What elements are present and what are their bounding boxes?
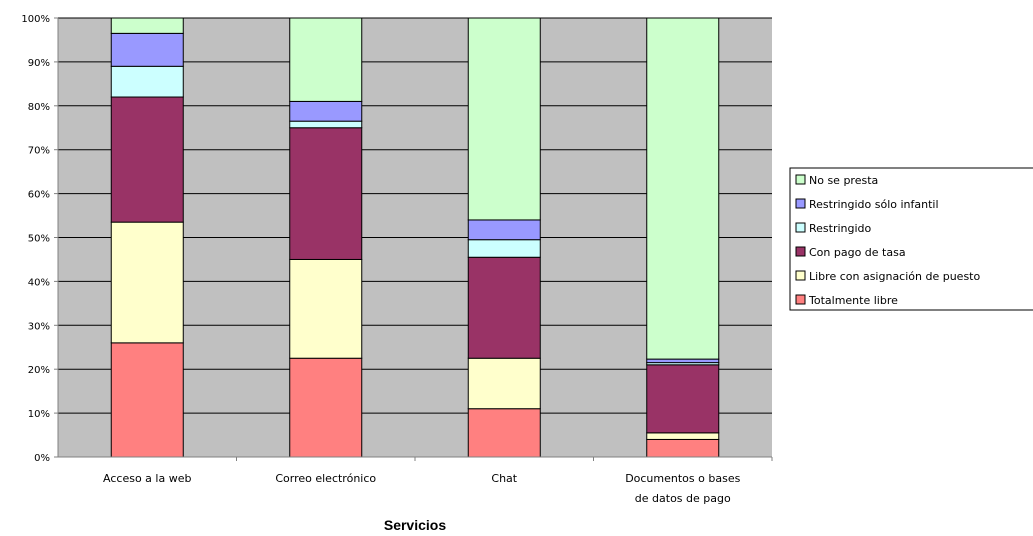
x-axis-title: Servicios — [384, 517, 446, 533]
bar-segment — [467, 357, 541, 410]
y-tick-label: 70% — [28, 146, 50, 157]
legend-label: Restringido — [809, 222, 872, 235]
bar-segment — [289, 258, 363, 359]
bar-segment — [646, 438, 720, 458]
bar-segment — [110, 96, 184, 223]
x-axis-categories: Acceso a la web Correo electrónico Chat Doc… — [103, 457, 773, 505]
y-tick-label: 60% — [28, 190, 50, 201]
bar-segment — [110, 342, 184, 458]
legend-label: Restringido sólo infantil — [809, 198, 939, 211]
category-label: Acceso a la web — [103, 472, 191, 485]
bar-segment — [289, 357, 363, 458]
legend-swatch — [795, 222, 806, 233]
bar-segment — [110, 221, 184, 344]
bar-segment — [289, 120, 363, 129]
bar-segment — [110, 65, 184, 98]
bar-segment — [289, 100, 363, 122]
bar-segment — [467, 408, 541, 458]
y-tick-label: 100% — [21, 14, 50, 25]
legend-label: No se presta — [809, 174, 878, 187]
legend-box — [789, 167, 1033, 311]
category-label: Documentos o bases de datos de pago — [625, 472, 740, 505]
y-tick-label: 0% — [34, 453, 50, 464]
legend-swatch — [795, 270, 806, 281]
y-tick-label: 40% — [28, 277, 50, 288]
legend-swatch — [795, 246, 806, 257]
legend-swatch — [795, 294, 806, 305]
legend: No se presta Restringido sólo infantil Res… — [789, 167, 1033, 311]
y-tick-label: 30% — [28, 321, 50, 332]
bar-segment — [289, 127, 363, 260]
bar-segment — [467, 219, 541, 241]
bar-segment — [646, 432, 720, 440]
bar-segment — [646, 17, 720, 360]
y-axis-ticks: 0% 10% 20% 30% 40% 50% 60% 70% 80% 90% 100% — [21, 14, 58, 464]
legend-label: Totalmente libre — [808, 294, 898, 307]
bar-segment — [646, 364, 720, 434]
bar-segment — [110, 32, 184, 67]
legend-label: Libre con asignación de puesto — [809, 270, 980, 283]
legend-swatch — [795, 174, 806, 185]
bar-segment — [110, 17, 184, 34]
bar-segment — [646, 358, 720, 364]
category-label: Chat — [491, 472, 517, 485]
y-tick-label: 90% — [28, 58, 50, 69]
legend-label: Con pago de tasa — [809, 246, 906, 259]
y-tick-label: 20% — [28, 365, 50, 376]
y-tick-label: 80% — [28, 102, 50, 113]
bars — [110, 17, 720, 458]
y-tick-label: 10% — [28, 409, 50, 420]
legend-swatch — [795, 198, 806, 209]
bar-segment — [289, 17, 363, 102]
bar-segment — [467, 256, 541, 359]
bar-segment — [467, 239, 541, 258]
y-tick-label: 50% — [28, 234, 50, 245]
category-label: Correo electrónico — [275, 472, 376, 485]
bar-segment — [467, 17, 541, 221]
